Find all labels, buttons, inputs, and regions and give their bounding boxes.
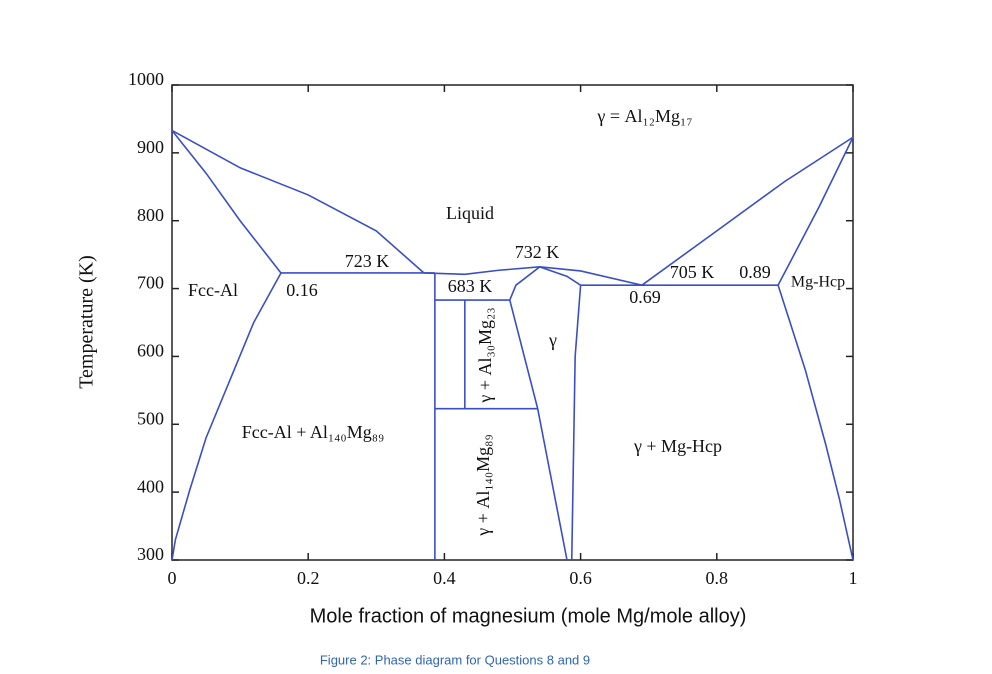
annotation: γ + Al₁₄₀Mg₈₉ bbox=[473, 434, 493, 537]
annotation: Mg-Hcp bbox=[791, 274, 845, 291]
y-tick-label: 800 bbox=[137, 205, 164, 225]
x-axis-label: Mole fraction of magnesium (mole Mg/mole… bbox=[310, 605, 747, 627]
annotation: Liquid bbox=[446, 203, 494, 223]
y-tick-label: 900 bbox=[137, 137, 164, 157]
phase-boundary bbox=[171, 272, 282, 561]
phase-boundary bbox=[423, 266, 643, 286]
phase-boundary bbox=[539, 266, 582, 561]
annotation: γ + Mg-Hcp bbox=[633, 436, 722, 456]
caption: Figure 2: Phase diagram for Questions 8 … bbox=[320, 652, 590, 667]
y-tick-label: 400 bbox=[137, 476, 164, 496]
plot-frame bbox=[171, 84, 854, 561]
y-tick-label: 1000 bbox=[128, 69, 164, 89]
annotation: γ bbox=[548, 330, 557, 350]
phase-boundary bbox=[777, 284, 854, 561]
annotation: Fcc-Al bbox=[188, 280, 238, 300]
annotation: 705 K bbox=[670, 262, 715, 282]
phase-boundary bbox=[777, 136, 854, 286]
x-tick-label: 0.4 bbox=[433, 568, 456, 588]
annotation: Fcc-Al + Al₁₄₀Mg₈₉ bbox=[242, 422, 385, 442]
y-tick-label: 500 bbox=[137, 408, 164, 428]
y-tick-label: 700 bbox=[137, 273, 164, 293]
y-tick-label: 600 bbox=[137, 341, 164, 361]
annotation: γ + Al₃₀Mg₂₃ bbox=[475, 307, 495, 403]
annotation: 732 K bbox=[515, 242, 560, 262]
phase-boundary bbox=[641, 136, 854, 286]
x-tick-label: 0.6 bbox=[569, 568, 592, 588]
annotation: 723 K bbox=[345, 251, 390, 271]
x-tick-label: 0.8 bbox=[706, 568, 729, 588]
x-tick-label: 0 bbox=[168, 568, 177, 588]
y-axis-label: Temperature (K) bbox=[76, 255, 98, 389]
x-tick-label: 1 bbox=[849, 568, 858, 588]
x-tick-label: 0.2 bbox=[297, 568, 320, 588]
annotation: 683 K bbox=[448, 276, 493, 296]
annotation: 0.69 bbox=[629, 287, 661, 307]
phase-boundary bbox=[171, 129, 425, 274]
phase-boundary bbox=[171, 129, 282, 274]
phase-boundary bbox=[508, 266, 568, 561]
annotation: 0.16 bbox=[286, 280, 318, 300]
annotation: γ = Al₁₂Mg₁₇ bbox=[596, 106, 692, 126]
y-tick-label: 300 bbox=[137, 544, 164, 564]
annotation: 0.89 bbox=[739, 262, 771, 282]
